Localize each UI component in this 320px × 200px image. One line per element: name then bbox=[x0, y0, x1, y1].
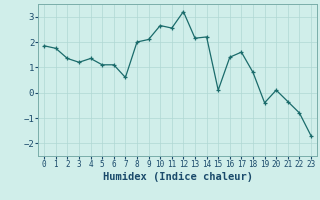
X-axis label: Humidex (Indice chaleur): Humidex (Indice chaleur) bbox=[103, 172, 252, 182]
